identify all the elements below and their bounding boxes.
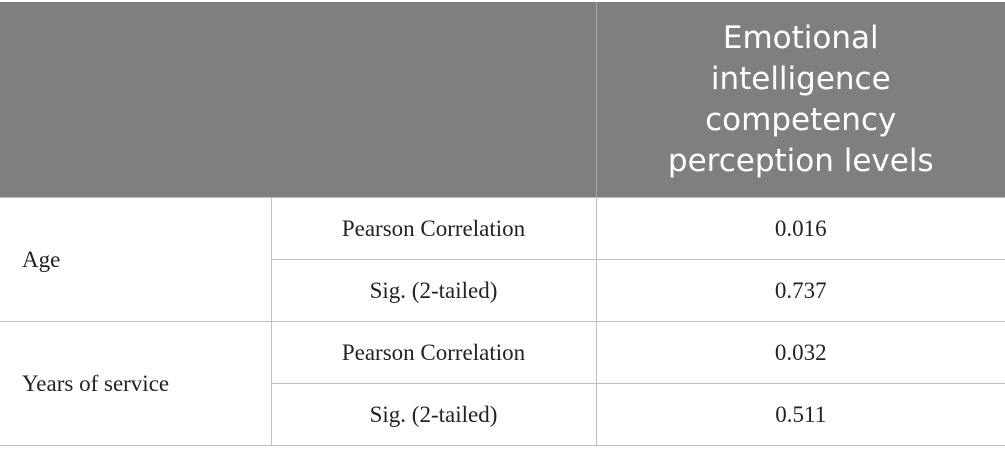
group-label: Age <box>0 197 272 322</box>
header-cell: Emotional intelligence competency percep… <box>596 2 1005 198</box>
table-row: Years of service Pearson Correlation 0.032 <box>0 321 1005 446</box>
statistic-label: Sig. (2-tailed) <box>271 259 597 322</box>
value-cell: 0.737 <box>595 259 1005 322</box>
table-row: Age Pearson Correlation 0.016 <box>0 197 1005 322</box>
correlation-table: Emotional intelligence competency percep… <box>0 2 1005 446</box>
header-row: Emotional intelligence competency percep… <box>0 2 1005 198</box>
statistic-label: Pearson Correlation <box>270 321 597 384</box>
table-row: Sig. (2-tailed) 0.511 <box>0 383 1005 446</box>
value-cell: 0.016 <box>595 197 1005 260</box>
value-cell: 0.032 <box>595 321 1005 384</box>
header-blank <box>0 2 597 198</box>
statistic-label: Pearson Correlation <box>270 197 597 260</box>
statistic-label: Sig. (2-tailed) <box>271 383 597 446</box>
header-title: Emotional intelligence competency percep… <box>667 19 934 179</box>
group-label: Years of service <box>0 321 272 446</box>
table-row: Sig. (2-tailed) 0.737 <box>0 259 1005 322</box>
value-cell: 0.511 <box>595 383 1005 446</box>
table-body: Age Pearson Correlation 0.016 Sig. (2-taile… <box>0 197 1005 446</box>
